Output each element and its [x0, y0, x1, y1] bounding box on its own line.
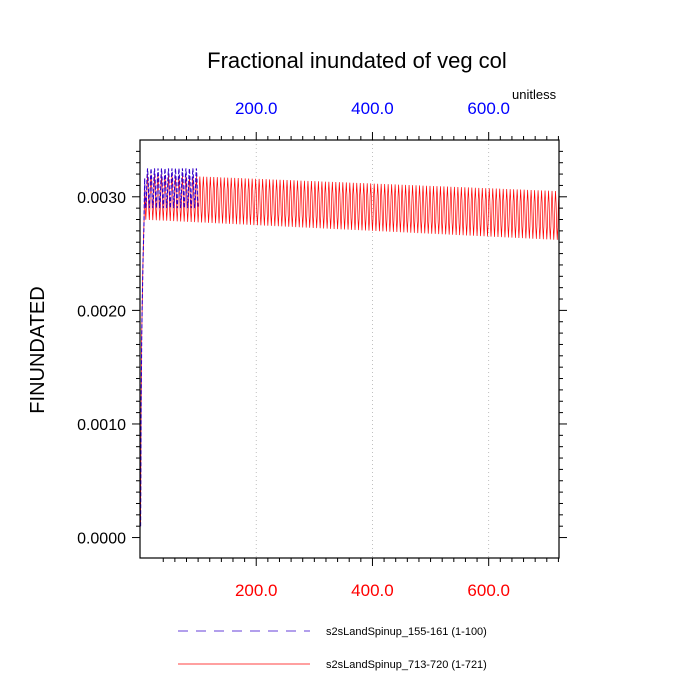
y-tick-label: 0.0020	[77, 303, 126, 320]
axes: 0.0000 0.0010 0.0020 0.0030 200.0 200.0 400.0 4…	[77, 99, 567, 600]
y-tick-label: 0.0010	[77, 417, 126, 434]
y-axis-label: FINUNDATED	[27, 286, 49, 413]
grid-lines	[255, 140, 490, 558]
x-tick-label-bottom: 400.0	[351, 581, 394, 600]
x-tick-label-bottom: 600.0	[467, 581, 510, 600]
x-tick-label-top: 400.0	[351, 99, 394, 118]
chart-title: Fractional inundated of veg col	[207, 48, 507, 73]
x-tick-label-top: 600.0	[467, 99, 510, 118]
series-line-1	[140, 168, 199, 527]
legend: s2sLandSpinup_155-161 (1-100) s2sLandSpin…	[178, 626, 487, 671]
y-tick-label: 0.0000	[77, 531, 126, 548]
legend-label-2: s2sLandSpinup_713-720 (1-721)	[326, 659, 487, 671]
legend-label-1: s2sLandSpinup_155-161 (1-100)	[326, 626, 487, 638]
x-tick-label-bottom: 200.0	[235, 581, 278, 600]
series-line-2	[140, 174, 560, 527]
y-tick-label: 0.0030	[77, 190, 126, 207]
series-layer	[140, 168, 560, 527]
units-label: unitless	[512, 87, 557, 102]
x-tick-label-top: 200.0	[235, 99, 278, 118]
plot-frame	[139, 139, 560, 559]
